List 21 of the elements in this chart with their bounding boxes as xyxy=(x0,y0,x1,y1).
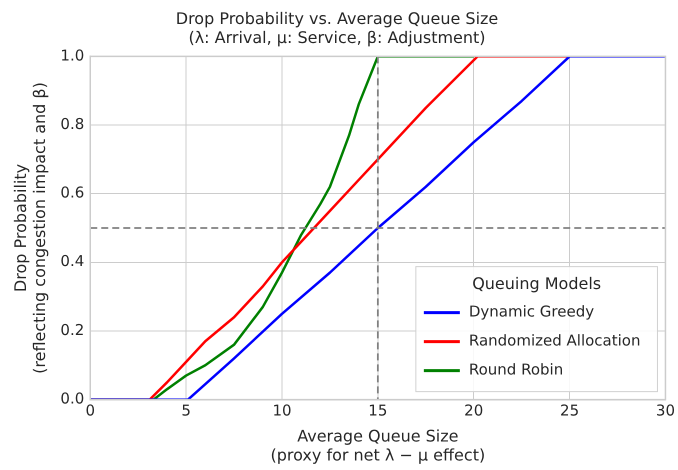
x-tick-label: 0 xyxy=(85,401,96,420)
legend-label: Round Robin xyxy=(468,360,564,378)
x-axis-title: Average Queue Size (proxy for net λ − μ effect) xyxy=(270,426,486,465)
legend-label: Dynamic Greedy xyxy=(468,302,594,320)
legend-title: Queuing Models xyxy=(472,274,602,293)
y-tick-label: 0.0 xyxy=(60,389,84,408)
x-tick-label: 10 xyxy=(272,401,292,420)
x-tick-label: 20 xyxy=(464,401,484,420)
x-tick-label: 30 xyxy=(656,401,676,420)
chart-title: Drop Probability vs. Average Queue Size xyxy=(176,8,498,28)
y-tick-label: 0.8 xyxy=(60,114,84,133)
legend-label: Randomized Allocation xyxy=(468,331,640,350)
y-tick-label: 1.0 xyxy=(60,46,84,64)
y-tick-label: 0.4 xyxy=(60,252,84,270)
y-axis-title: Drop Probability (reflecting congestion impact and β) xyxy=(10,82,49,374)
chart-subtitle: (λ: Arrival, μ: Service, β: Adjustment) xyxy=(188,28,486,47)
x-tick-label: 25 xyxy=(560,401,580,420)
x-tick-label: 5 xyxy=(181,401,191,420)
x-tick-label: 15 xyxy=(368,401,388,420)
y-tick-label: 0.6 xyxy=(60,184,84,202)
y-tick-label: 0.2 xyxy=(60,320,84,339)
